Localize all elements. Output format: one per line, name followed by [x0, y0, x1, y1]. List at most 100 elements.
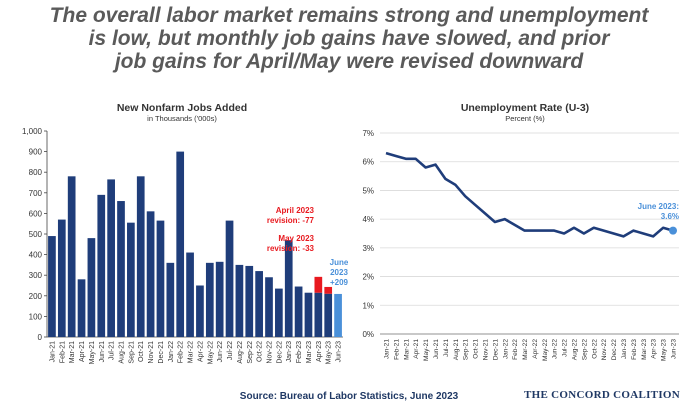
jobs-x-tick-label: Mar-21 [69, 341, 76, 363]
ue-x-tick-label: Feb-22 [512, 339, 519, 360]
jobs-bar [314, 292, 323, 337]
jobs-bar [166, 262, 175, 337]
ue-x-tick-label: Mar-22 [522, 339, 529, 360]
jobs-y-tick-label: 500 [29, 230, 43, 239]
jobs-y-tick-label: 300 [29, 271, 43, 280]
ue-x-tick-label: Jan-22 [502, 339, 509, 359]
jobs-bar [284, 240, 293, 337]
ue-x-tick-label: Feb-23 [631, 339, 638, 360]
jobs-y-tick-label: 200 [29, 292, 43, 301]
jobs-x-tick-label: Jun-22 [217, 341, 224, 363]
jobs-x-tick-label: Jan-22 [168, 341, 175, 363]
ue-y-tick-label: 5% [362, 186, 374, 195]
jobs-bar [235, 264, 244, 337]
jobs-bar [77, 279, 86, 337]
june-unemployment-annotation-line-1: June 2023: [638, 202, 679, 211]
june-jobs-annotation-line-2: 2023 [330, 268, 348, 277]
jobs-chart-axes: 0 100 200 300 400 500 600 700 800 900 1,000 [22, 127, 343, 342]
ue-x-tick-label: Jun-21 [433, 339, 440, 359]
jobs-x-tick-label: Mar-22 [188, 341, 195, 363]
ue-x-tick-label: Nov-21 [482, 339, 489, 361]
jobs-x-tick-label: Dec-22 [276, 341, 283, 364]
jobs-bar [136, 176, 145, 337]
ue-x-tick-label: Mar-23 [641, 339, 648, 360]
jobs-chart-subtitle: in Thousands ('000s) [147, 114, 217, 123]
ue-x-tick-label: Apr-21 [413, 339, 420, 359]
brand-logo-text: THE CONCORD COALITION [523, 389, 680, 401]
ue-x-tick-label: Aug-21 [453, 339, 460, 361]
jobs-x-tick-label: Mar-23 [306, 341, 313, 363]
jobs-x-tick-label: Feb-23 [296, 341, 303, 363]
jobs-bar [87, 238, 96, 337]
jobs-x-tick-label: May-23 [326, 341, 333, 364]
ue-x-tick-label: Sep-22 [581, 339, 588, 361]
jobs-x-tick-label: Apr-21 [79, 341, 86, 362]
jobs-x-tick-label: Oct-22 [257, 341, 264, 362]
jobs-bar [255, 271, 263, 337]
jobs-chart-x-labels: Jan-21 Feb-21 Mar-21 Apr-21 May-21 Jun-21 Jul-… [49, 341, 342, 364]
jobs-x-tick-label: Nov-21 [148, 341, 155, 364]
ue-x-tick-label: Apr-23 [651, 339, 658, 359]
jobs-y-tick-label: 100 [29, 312, 43, 321]
jobs-bar [275, 288, 283, 337]
jobs-bar [176, 151, 185, 337]
jobs-y-tick-label: 900 [29, 148, 43, 157]
ue-y-tick-label: 1% [362, 301, 374, 310]
headline-line-3: job gains for April/May were revised dow… [114, 50, 584, 73]
jobs-x-tick-label: Jul-21 [109, 341, 116, 360]
jobs-revision-bar [314, 276, 323, 293]
jobs-x-tick-label: Apr-23 [316, 341, 323, 362]
june-jobs-annotation-line-1: June [330, 258, 349, 267]
jobs-bar [294, 286, 303, 337]
jobs-y-tick-label: 800 [29, 168, 43, 177]
ue-y-tick-label: 6% [362, 158, 374, 167]
april-revision-annotation-line-1: April 2023 [276, 206, 315, 215]
jobs-chart-bars [48, 151, 342, 337]
ue-y-tick-label: 0% [362, 330, 374, 339]
jobs-bar [215, 261, 224, 337]
jobs-x-tick-label: Dec-21 [158, 341, 165, 364]
jobs-x-tick-label: Nov-22 [267, 341, 274, 364]
jobs-x-tick-label: Sep-22 [247, 341, 254, 364]
unemployment-chart-subtitle: Percent (%) [505, 114, 545, 123]
ue-x-tick-label: Jan-21 [384, 339, 391, 359]
jobs-bar [48, 236, 56, 337]
jobs-bar [245, 265, 254, 337]
may-revision-annotation-line-1: May 2023 [278, 234, 314, 243]
june-jobs-annotation-line-3: +209 [330, 278, 349, 287]
ue-x-tick-label: Jun-23 [671, 339, 678, 359]
jobs-x-tick-label: Aug-22 [237, 341, 244, 364]
jobs-x-tick-label: Jan-21 [49, 341, 56, 363]
ue-x-tick-label: Oct-22 [591, 339, 598, 359]
jobs-revision-bar [324, 286, 333, 294]
jobs-x-tick-label: Jun-21 [99, 341, 106, 363]
ue-x-tick-label: Aug-22 [572, 339, 579, 361]
ue-x-tick-label: Feb-21 [393, 339, 400, 360]
unemployment-series-line [385, 151, 674, 238]
jobs-x-tick-label: Sep-21 [128, 341, 135, 364]
ue-x-tick-label: Oct-21 [473, 339, 480, 359]
jobs-bar [205, 262, 214, 337]
jobs-x-tick-label: Feb-22 [178, 341, 185, 363]
jobs-x-tick-label: May-21 [89, 341, 96, 364]
ue-x-tick-label: May-22 [542, 339, 549, 361]
jobs-bar [97, 194, 106, 337]
jobs-x-tick-label: Jul-22 [227, 341, 234, 360]
jobs-bar [146, 211, 155, 337]
ue-x-tick-label: May-21 [423, 339, 430, 361]
jobs-bar [265, 277, 273, 337]
jobs-bar [67, 176, 76, 337]
unemployment-june-marker [669, 226, 677, 235]
ue-x-tick-label: Jun-22 [552, 339, 559, 359]
ue-x-tick-label: Nov-22 [601, 339, 608, 361]
ue-y-tick-label: 2% [362, 273, 374, 282]
jobs-bar [107, 179, 115, 337]
ue-x-tick-label: Dec-22 [611, 339, 618, 361]
jobs-y-tick-label: 400 [29, 251, 43, 260]
ue-x-tick-label: Dec-21 [492, 339, 499, 361]
jobs-x-tick-label: May-22 [207, 341, 214, 364]
headline: The overall labor market remains strong … [0, 4, 698, 73]
jobs-x-tick-label: Jan-23 [286, 341, 293, 363]
jobs-y-tick-label: 0 [38, 333, 43, 342]
